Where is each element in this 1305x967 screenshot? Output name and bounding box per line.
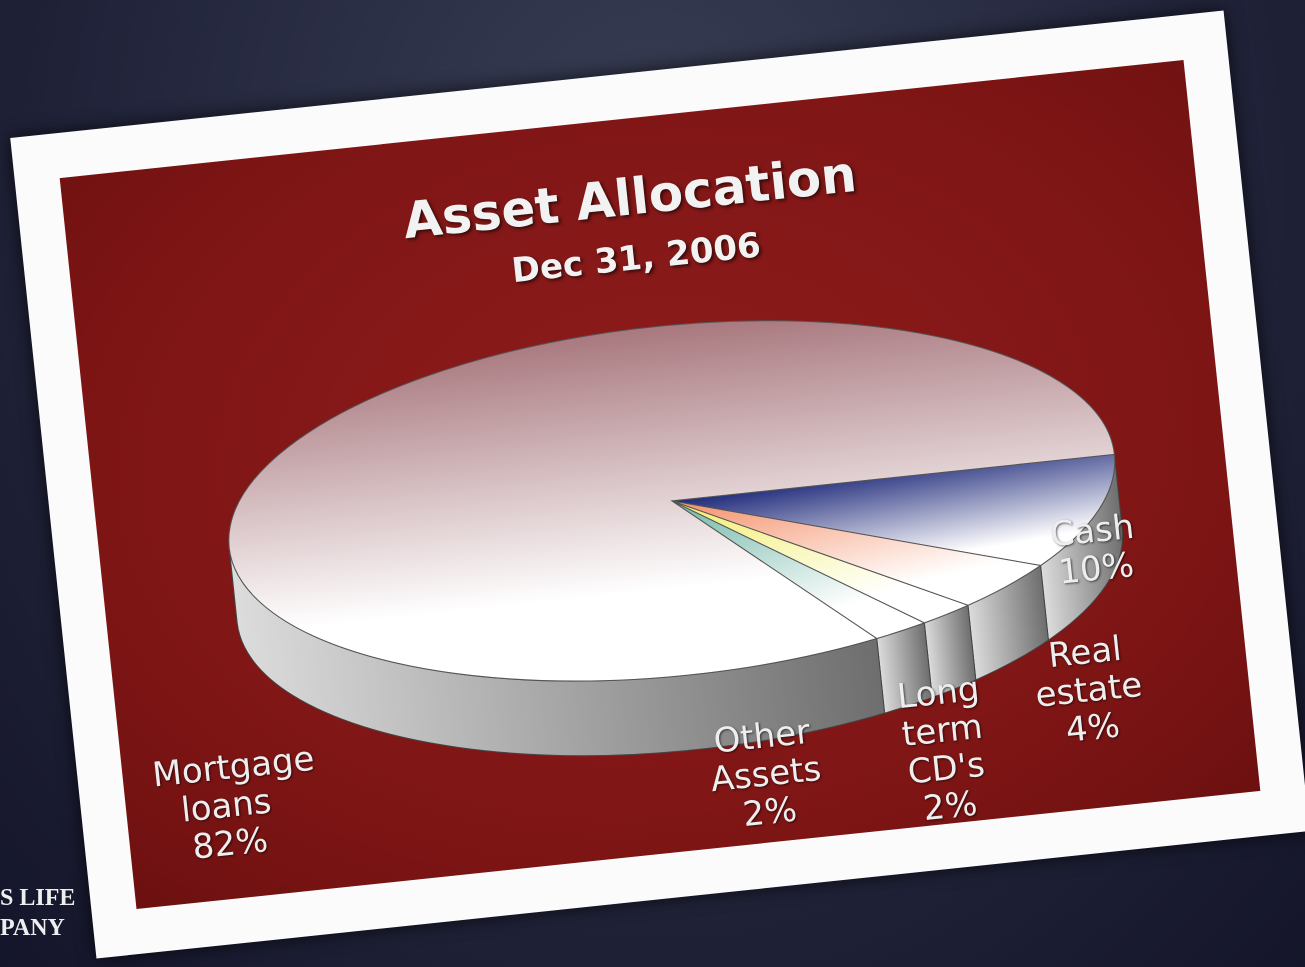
chart-panel: Asset Allocation Dec 31, 2006 Cash 10% Rea… xyxy=(59,59,1261,910)
pie-slice xyxy=(228,320,1115,682)
corner-text: S LIFE xyxy=(0,885,76,911)
pie-chart xyxy=(228,320,1124,757)
slice-label: Mortgage loans 82% xyxy=(121,739,332,873)
slice-label: Other Assets 2% xyxy=(660,707,871,841)
category-label: Long term CD's xyxy=(895,668,987,793)
corner-text: PANY xyxy=(0,915,65,941)
pie-slice xyxy=(671,453,1116,567)
photo-frame: Asset Allocation Dec 31, 2006 Cash 10% Rea… xyxy=(10,10,1305,959)
